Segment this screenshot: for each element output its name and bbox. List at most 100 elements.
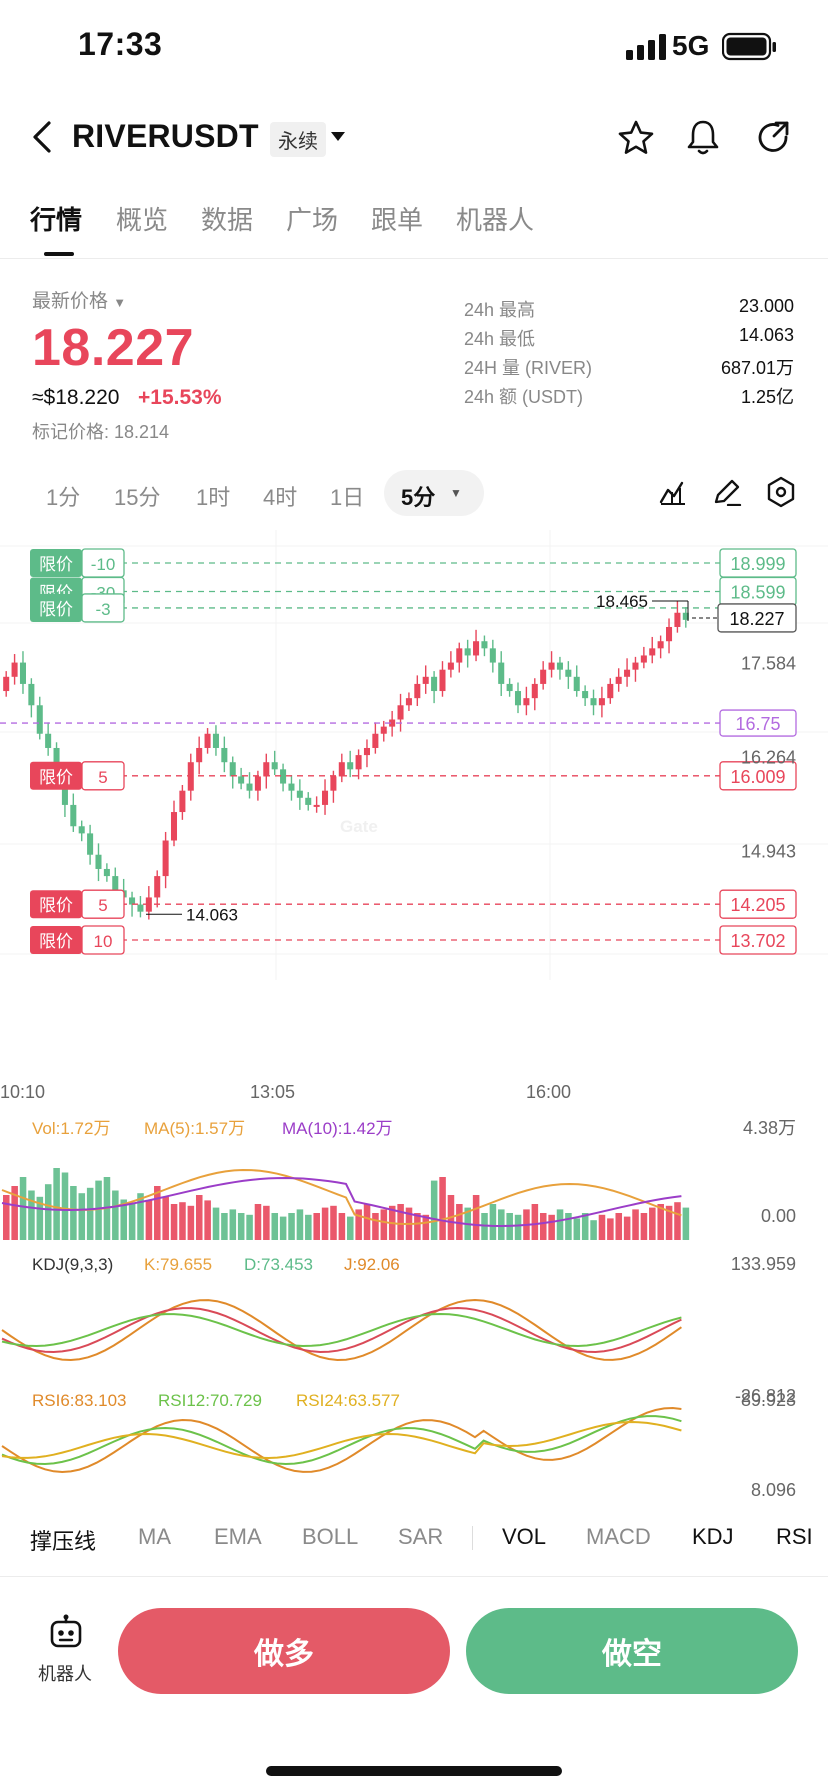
order-qty-box: [81, 593, 125, 623]
volume-panel: Vol:1.72万 MA(5):1.57万 MA(10):1.42万 4.38万 0.0…: [1, 1118, 796, 1240]
candle-body: [598, 698, 605, 706]
indicator-tab-ema[interactable]: EMA: [214, 1524, 262, 1549]
indicator-tab-rsi[interactable]: RSI: [776, 1524, 813, 1549]
volume-bar: [472, 1195, 480, 1240]
candle-body: [431, 676, 438, 692]
chart-labels: 17.584 16.264 14.943 10:10 13:05 16:00 18.465 1…: [0, 592, 796, 1102]
timeframe-15m[interactable]: 15分: [114, 485, 161, 510]
stat-value: 1.25亿: [740, 387, 794, 407]
rsi24-line: [1, 1420, 682, 1460]
stat-value: 687.01万: [720, 358, 794, 378]
volume-bar: [112, 1190, 119, 1240]
candle-body: [389, 719, 396, 727]
candle-body: [137, 904, 144, 912]
volume-bar: [347, 1216, 354, 1240]
volume-bar: [539, 1213, 547, 1240]
volume-bar: [53, 1168, 60, 1240]
battery-icon: [722, 32, 776, 61]
candle-body: [674, 612, 681, 627]
volume-bar: [296, 1209, 304, 1240]
candle-body: [11, 662, 18, 677]
indicator-tab-macd[interactable]: MACD: [586, 1524, 651, 1549]
contract-type-badge[interactable]: 永续: [270, 122, 326, 157]
volume-bar: [489, 1204, 497, 1240]
candle-body: [372, 733, 379, 748]
volume-bar: [229, 1209, 237, 1240]
rsi24: RSI24:63.577: [296, 1391, 400, 1410]
volume-bar: [78, 1193, 86, 1240]
candle-body: [489, 648, 496, 663]
timeframe-4h[interactable]: 4时: [263, 485, 298, 510]
indicator-tab-support-resistance[interactable]: 撑压线: [30, 1529, 97, 1554]
candle-body: [305, 797, 312, 805]
timeframe-1d[interactable]: 1日: [330, 485, 365, 510]
rsi12: RSI12:70.729: [158, 1391, 262, 1410]
candle-body: [61, 776, 68, 805]
hexagon-settings-icon[interactable]: [766, 476, 796, 508]
pencil-icon[interactable]: [712, 478, 742, 506]
timeframe-1m[interactable]: 1分: [46, 485, 81, 510]
indicator-settings-icon[interactable]: [658, 478, 688, 506]
tab-overview[interactable]: 概览: [116, 205, 169, 235]
volume-bar: [86, 1187, 94, 1240]
caret-down-icon[interactable]: [330, 131, 346, 143]
watermark-logo: Gate: [340, 817, 378, 836]
kdj-max: 133.959: [731, 1254, 796, 1274]
volume-bar: [195, 1195, 203, 1240]
share-icon[interactable]: [756, 120, 792, 156]
bell-icon[interactable]: [686, 118, 720, 156]
indicator-tab-ma[interactable]: MA: [138, 1524, 171, 1549]
last-price: 18.227: [32, 319, 195, 377]
x-axis-tick: 10:10: [0, 1082, 45, 1102]
order-tag: [30, 926, 82, 954]
order-qty-box: [81, 925, 125, 955]
divider: [0, 258, 828, 259]
candle-body: [313, 804, 320, 807]
star-icon[interactable]: [618, 120, 654, 156]
volume-bar: [565, 1213, 572, 1240]
last-price-label[interactable]: 最新价格 ▼: [32, 286, 126, 313]
indicator-tab-kdj[interactable]: KDJ: [692, 1524, 734, 1549]
candle-body: [582, 691, 589, 699]
short-button[interactable]: 做空: [466, 1608, 798, 1694]
rsi-panel: RSI6:83.103 RSI12:70.729 RSI24:63.577 89.92…: [1, 1390, 796, 1500]
candle-body: [170, 812, 178, 841]
volume-bar: [372, 1213, 379, 1240]
tab-data[interactable]: 数据: [201, 205, 254, 235]
candle-body: [498, 662, 505, 684]
indicator-tab-sar[interactable]: SAR: [398, 1524, 444, 1549]
robot-icon[interactable]: [48, 1614, 84, 1652]
volume-bar: [237, 1213, 245, 1240]
candle-body: [414, 683, 421, 699]
candle-body: [238, 776, 245, 784]
back-icon[interactable]: [30, 120, 54, 154]
timeframe-selector[interactable]: [384, 470, 484, 516]
kdj-j: J:92.06: [344, 1255, 400, 1274]
order-tag: [30, 890, 82, 919]
order-price-tag: [719, 925, 797, 955]
volume-bar: [640, 1213, 648, 1240]
tab-square[interactable]: 广场: [286, 205, 339, 235]
indicator-tab-vol[interactable]: VOL: [502, 1524, 547, 1549]
candle-body: [347, 762, 354, 770]
candle-body: [615, 676, 622, 684]
long-button[interactable]: 做多: [118, 1608, 450, 1694]
tab-robot[interactable]: 机器人: [456, 205, 535, 235]
vol-ma10-line: [1, 1176, 682, 1228]
caret-down-icon: ▼: [113, 295, 127, 310]
symbol-title[interactable]: RIVERUSDT: [72, 118, 259, 154]
volume-bar: [162, 1196, 169, 1240]
caret-down-icon: ▼: [450, 486, 462, 500]
candle-body: [36, 705, 43, 734]
tab-market[interactable]: 行情: [30, 205, 83, 235]
indicator-tab-boll[interactable]: BOLL: [302, 1524, 359, 1549]
order-qty: 5: [98, 768, 107, 787]
timeframe-1h[interactable]: 1时: [196, 485, 231, 510]
order-price: 16.009: [730, 767, 785, 787]
robot-label[interactable]: 机器人: [38, 1664, 92, 1684]
tab-copy-trade[interactable]: 跟单: [371, 205, 424, 235]
candle-body: [464, 648, 471, 656]
high-price-label: 18.465: [596, 592, 648, 611]
